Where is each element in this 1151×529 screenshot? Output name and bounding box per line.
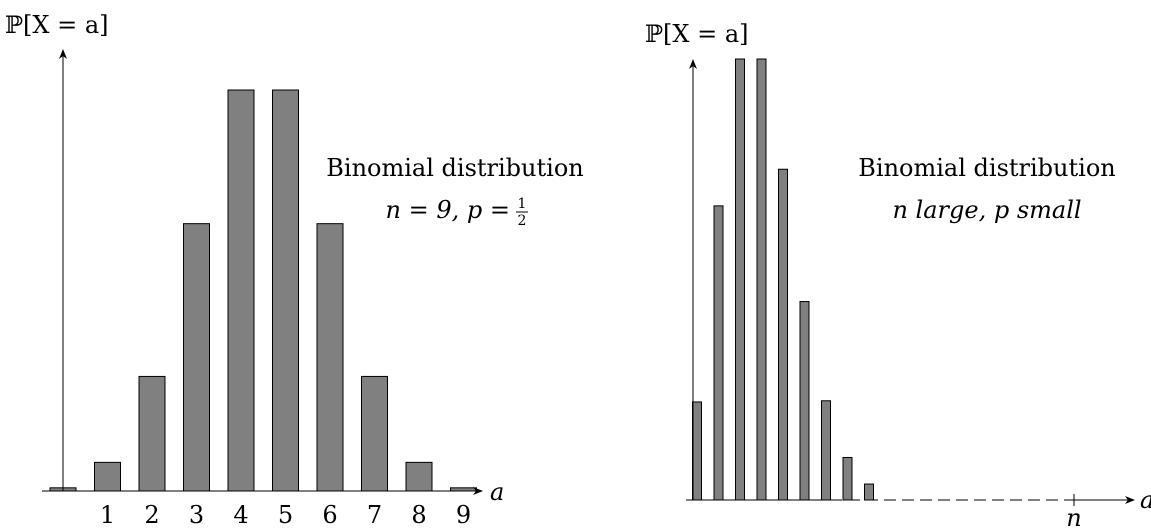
tick-label-4: 4	[233, 501, 248, 529]
bar-7	[842, 456, 853, 501]
bar-1	[713, 205, 724, 501]
bar-6	[316, 223, 344, 492]
left-tick-labels: 1 2 3 4 5 6 7 8 9	[100, 501, 471, 529]
left-annotation-line1: Binomial distribution	[326, 154, 583, 182]
tick-label-8: 8	[411, 501, 426, 529]
bar-3	[183, 223, 210, 492]
right-annotation-line1: Binomial distribution	[858, 154, 1115, 182]
tick-label-9: 9	[456, 501, 471, 529]
left-annotation-line2: n = 9, p =	[386, 196, 510, 224]
bar-1	[94, 461, 121, 492]
tick-label-2: 2	[144, 501, 159, 529]
bar-3	[756, 58, 767, 501]
tick-label-3: 3	[189, 501, 204, 529]
bar-5	[272, 89, 299, 492]
right-x-axis-label: a	[1140, 486, 1151, 514]
tick-label-7: 7	[367, 501, 382, 529]
bar-8	[405, 461, 433, 492]
left-bars	[49, 89, 477, 492]
right-annotation-line2: n large, p small	[892, 196, 1081, 224]
right-y-axis-label: ℙ[X = a]	[645, 20, 749, 48]
bar-0	[692, 401, 702, 501]
left-y-axis-label: ℙ[X = a]	[5, 11, 109, 39]
tick-label-5: 5	[278, 501, 293, 529]
bar-5	[799, 301, 810, 501]
bar-7	[361, 375, 388, 492]
bar-2	[735, 58, 745, 501]
bar-8	[864, 483, 874, 501]
right-n-tick-label: n	[1066, 504, 1081, 529]
left-annotation-fraction-den: 2	[518, 213, 527, 229]
right-bars	[692, 58, 874, 501]
bar-6	[821, 400, 831, 501]
bar-2	[138, 375, 166, 492]
tick-label-1: 1	[100, 501, 115, 529]
chart-right: n ℙ[X = a] a Binomial distribution n lar…	[645, 20, 1151, 529]
bar-4	[227, 89, 255, 492]
left-annotation-fraction-num: 1	[518, 196, 527, 212]
tick-label-6: 6	[322, 501, 337, 529]
left-x-axis-label: a	[490, 478, 504, 506]
bar-4	[778, 168, 788, 501]
